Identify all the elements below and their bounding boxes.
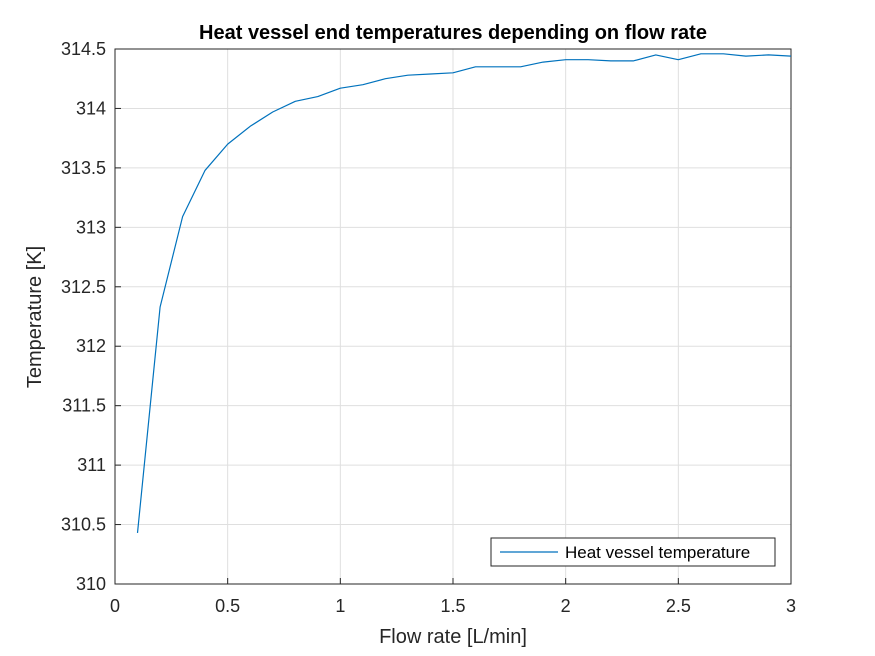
x-tick-label: 2.5 [666,596,691,616]
series-layer [136,53,792,533]
x-tick-label: 2 [561,596,571,616]
y-axis-ticks: 310 310.5 311 311.5 312 312.5 313 313.5 314 314.5 [61,39,121,594]
y-tick-label: 312 [76,336,106,356]
x-tick-label: 3 [786,596,796,616]
y-tick-label: 311 [77,455,106,475]
y-tick-label: 310.5 [61,515,106,535]
series-line [136,53,792,533]
legend: Heat vessel temperature [490,537,776,567]
x-tick-label: 1 [335,596,345,616]
y-tick-label: 314 [76,98,106,118]
y-axis-label: Temperature [K] [24,246,46,388]
y-tick-label: 313.5 [61,158,106,178]
y-tick-label: 312.5 [61,277,106,297]
chart-title: Heat vessel end temperatures depending o… [199,22,707,44]
x-tick-label: 1.5 [440,596,465,616]
y-tick-label: 314.5 [61,39,106,59]
legend-entry-label: Heat vessel temperature [565,543,750,562]
x-axis-ticks: 0 0.5 1 1.5 2 2.5 3 [110,578,796,616]
y-tick-label: 311.5 [62,396,106,416]
y-tick-label: 313 [76,217,106,237]
x-tick-label: 0 [110,596,120,616]
x-tick-label: 0.5 [215,596,240,616]
y-tick-label: 310 [76,574,106,594]
x-axis-label: Flow rate [L/min] [379,626,527,648]
